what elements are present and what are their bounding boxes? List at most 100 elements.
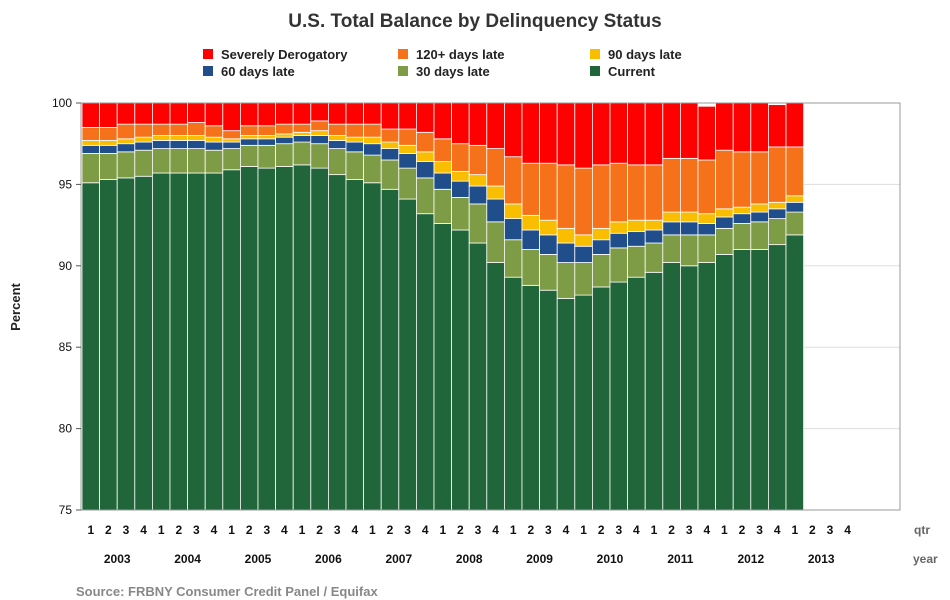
bar-segment-current — [715, 254, 734, 511]
x-quarter-label: 3 — [615, 523, 622, 537]
bar-segment-90-days-late — [521, 214, 541, 231]
x-quarter-label: 3 — [404, 523, 411, 537]
bar-segment-60-days-late — [715, 216, 734, 229]
bar-segment-90-days-late — [81, 140, 101, 146]
legend-swatch-60-days-late — [203, 66, 213, 76]
bar-segment-120-days-late — [134, 123, 153, 138]
bar-segment-30-days-late — [116, 151, 136, 179]
x-quarter-label: 3 — [263, 523, 270, 537]
bar-segment-60-days-late — [239, 138, 259, 146]
bar-segment-60-days-late — [99, 144, 118, 154]
bar-segment-severely-derogatory — [662, 102, 681, 159]
x-quarter-label: 1 — [580, 523, 587, 537]
plot-frame — [80, 102, 901, 511]
x-year-label: 2009 — [526, 552, 553, 566]
x-year-label: 2003 — [104, 552, 131, 566]
bar-segment-120-days-late — [187, 122, 206, 136]
bar-segment-30-days-late — [292, 141, 312, 166]
bar-segment-30-days-late — [785, 211, 805, 236]
bar-segment-60-days-late — [187, 140, 206, 149]
bar-segment-current — [398, 198, 417, 511]
bar-segment-60-days-late — [275, 136, 294, 145]
bar-segment-90-days-late — [433, 161, 453, 174]
bar-segment-severely-derogatory — [592, 102, 611, 166]
bar-segment-current — [380, 188, 400, 511]
bar-segment-120-days-late — [644, 164, 664, 221]
x-quarter-label: 1 — [369, 523, 376, 537]
bar-segment-120-days-late — [204, 125, 224, 138]
bar-segment-current — [697, 262, 717, 511]
bar-segment-severely-derogatory — [116, 102, 136, 125]
legend-swatch-30-days-late — [398, 66, 408, 76]
bar-segment-30-days-late — [99, 153, 118, 180]
legend-label-60-days-late: 60 days late — [221, 64, 295, 79]
bar-segment-severely-derogatory — [345, 102, 365, 125]
bar-segment-current — [187, 172, 206, 511]
bar-segment-120-days-late — [363, 123, 382, 138]
x-quarter-label: 1 — [721, 523, 728, 537]
bar-segment-60-days-late — [644, 229, 664, 244]
bar-segment-90-days-late — [345, 136, 365, 143]
bar-segment-60-days-late — [609, 232, 629, 249]
x-quarter-label: 1 — [158, 523, 165, 537]
bar-segment-30-days-late — [398, 167, 417, 200]
bar-segment-current — [451, 229, 470, 511]
x-quarter-label: 3 — [123, 523, 130, 537]
bar-segment-severely-derogatory — [574, 102, 593, 169]
bar-segment-severely-derogatory — [732, 102, 752, 153]
bar-segment-90-days-late — [697, 213, 717, 224]
bar-segment-current — [151, 172, 171, 511]
bar-segment-current — [204, 172, 224, 511]
bar-segment-90-days-late — [732, 206, 752, 215]
bar-segment-current — [503, 276, 523, 511]
bar-segment-severely-derogatory — [750, 102, 769, 153]
x-year-label: 2004 — [174, 552, 201, 566]
bar-segment-30-days-late — [468, 203, 488, 244]
bar-segment-90-days-late — [151, 135, 171, 141]
bar-segment-60-days-late — [134, 141, 153, 151]
bar-segment-severely-derogatory — [99, 102, 118, 128]
bar-segment-90-days-late — [134, 136, 153, 143]
bar-segment-60-days-late — [768, 208, 787, 219]
bar-segment-60-days-late — [574, 245, 593, 263]
bar-segment-severely-derogatory — [556, 102, 576, 166]
x-quarter-label: 2 — [316, 523, 323, 537]
x-year-label: 2011 — [667, 552, 693, 566]
bar-segment-current — [327, 174, 347, 511]
bar-segment-90-days-late — [715, 208, 734, 218]
bar-segment-current — [486, 262, 505, 511]
bar-segment-current — [275, 166, 294, 511]
x-quarter-label: 4 — [492, 523, 499, 537]
bar-segment-30-days-late — [310, 143, 329, 169]
bar-segment-90-days-late — [99, 140, 118, 146]
x-quarter-label: 2 — [105, 523, 112, 537]
x-quarter-label: 3 — [475, 523, 482, 537]
bar-segment-90-days-late — [275, 133, 294, 138]
x-quarter-label: 2 — [246, 523, 253, 537]
bar-segment-current — [785, 234, 805, 511]
x-quarter-label: 3 — [756, 523, 763, 537]
x-year-label: 2012 — [737, 552, 764, 566]
bar-segment-120-days-late — [539, 162, 558, 221]
x-quarter-label: 1 — [299, 523, 306, 537]
bar-segment-current — [750, 249, 769, 511]
bar-segment-120-days-late — [697, 159, 717, 215]
bar-segment-severely-derogatory — [363, 102, 382, 125]
bar-segment-30-days-late — [574, 262, 593, 296]
bar-segment-120-days-late — [574, 167, 593, 236]
bar-segment-current — [680, 265, 699, 511]
bar-segment-120-days-late — [680, 157, 699, 213]
bar-segment-60-days-late — [81, 144, 101, 154]
x-quarter-label: 2 — [598, 523, 605, 537]
x-quarter-label: 1 — [651, 523, 658, 537]
bar-segment-120-days-late — [592, 164, 611, 229]
legend-swatch-120-days-late — [398, 49, 408, 59]
bar-segment-severely-derogatory — [715, 102, 734, 151]
bar-segment-90-days-late — [169, 135, 189, 141]
bar-segment-120-days-late — [768, 146, 787, 203]
bar-segment-current — [644, 271, 664, 511]
bar-segment-90-days-late — [363, 136, 382, 145]
bar-segment-current — [363, 182, 382, 511]
bar-segment-severely-derogatory — [81, 102, 101, 128]
bar-segment-60-days-late — [310, 135, 329, 145]
